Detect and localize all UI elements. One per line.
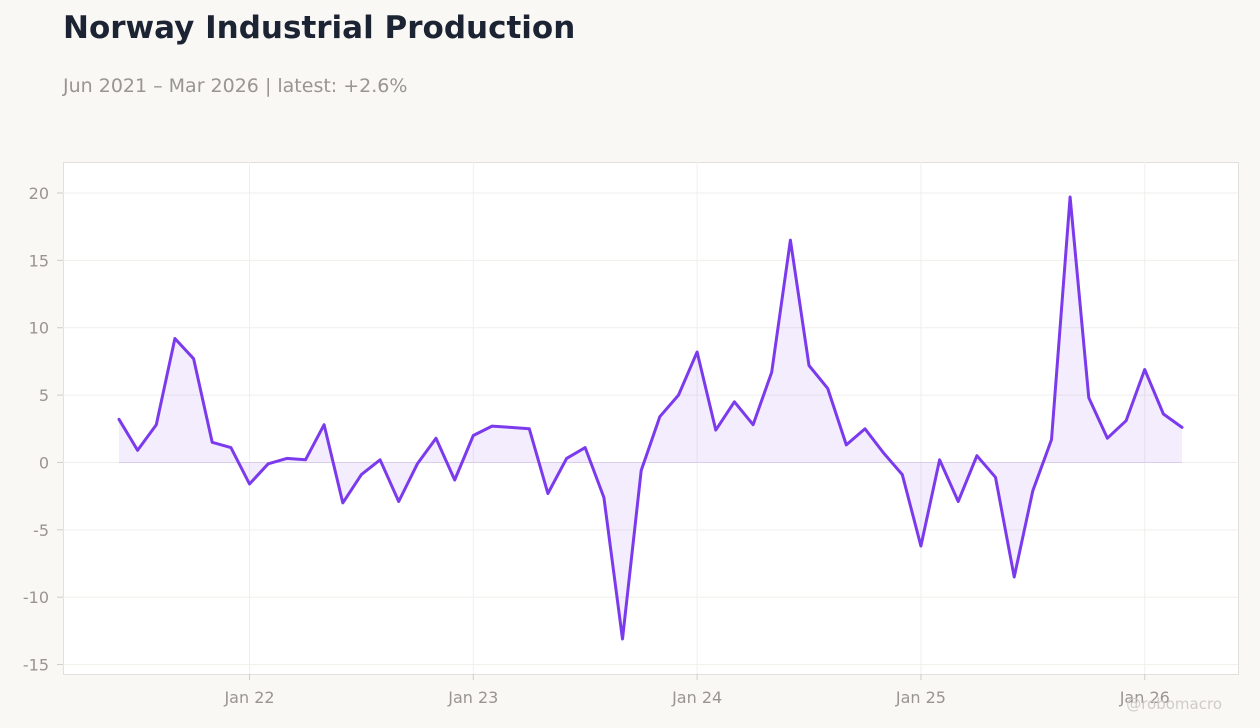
data-point (285, 456, 289, 460)
data-point (1180, 425, 1184, 429)
data-point (583, 446, 587, 450)
data-point (882, 451, 886, 455)
data-point (1105, 436, 1109, 440)
data-point (397, 500, 401, 504)
data-point (359, 473, 363, 477)
data-point (900, 473, 904, 477)
data-point (621, 637, 625, 641)
data-point (565, 456, 569, 460)
x-tick-label: Jan 23 (447, 688, 498, 707)
data-point (303, 458, 307, 462)
data-point (1031, 489, 1035, 493)
data-point (192, 357, 196, 361)
data-point (453, 478, 457, 482)
watermark: @robomacro (1126, 695, 1222, 713)
data-point (490, 424, 494, 428)
data-point (341, 501, 345, 505)
series-line (117, 195, 1184, 641)
data-point (1049, 438, 1053, 442)
y-tick-label: 20 (29, 184, 49, 203)
data-point (732, 400, 736, 404)
data-point (1161, 412, 1165, 416)
data-point (527, 427, 531, 431)
data-point (210, 440, 214, 444)
data-point (509, 425, 513, 429)
data-point (1087, 396, 1091, 400)
x-axis: Jan 22 Jan 23 Jan 24 Jan 25 Jan 26 (223, 674, 1170, 707)
data-point (994, 475, 998, 479)
data-point (788, 238, 792, 242)
data-point (471, 434, 475, 438)
data-point (695, 350, 699, 354)
y-tick-label: 0 (39, 453, 49, 472)
x-tick-label: Jan 22 (223, 688, 274, 707)
data-point (938, 458, 942, 462)
data-point (434, 436, 438, 440)
data-point (602, 495, 606, 499)
data-point (1012, 575, 1016, 579)
y-tick-label: 15 (29, 251, 49, 270)
data-point (751, 423, 755, 427)
data-point (714, 428, 718, 432)
data-point (975, 454, 979, 458)
data-point (863, 427, 867, 431)
x-tick-label: Jan 25 (895, 688, 946, 707)
data-point (639, 469, 643, 473)
data-point (378, 458, 382, 462)
y-tick-label: -10 (23, 588, 49, 607)
data-point (266, 462, 270, 466)
y-tick-label: 10 (29, 319, 49, 338)
y-tick-label: 5 (39, 386, 49, 405)
data-point (173, 337, 177, 341)
chart-title: Norway Industrial Production (63, 10, 576, 46)
chart-subtitle: Jun 2021 – Mar 2026 | latest: +2.6% (63, 75, 408, 97)
data-point (248, 482, 252, 486)
data-point (136, 448, 140, 452)
data-point (229, 446, 233, 450)
data-point (154, 423, 158, 427)
data-point (676, 393, 680, 397)
data-point (546, 491, 550, 495)
data-point (1068, 195, 1072, 199)
data-point (415, 462, 419, 466)
data-point (658, 415, 662, 419)
data-point (322, 423, 326, 427)
data-point (117, 417, 121, 421)
data-point (770, 370, 774, 374)
data-point (844, 443, 848, 447)
y-tick-label: -5 (33, 521, 49, 540)
data-point (1124, 419, 1128, 423)
data-point (1143, 367, 1147, 371)
data-point (826, 386, 830, 390)
x-tick-label: Jan 26 (1119, 688, 1170, 707)
data-point (807, 363, 811, 367)
y-axis: -15 -10 -5 0 5 10 15 20 (23, 184, 63, 675)
data-point (919, 544, 923, 548)
plot-area (63, 162, 1239, 675)
y-tick-label: -15 (23, 656, 49, 675)
data-point (956, 500, 960, 504)
x-tick-label: Jan 24 (671, 688, 722, 707)
